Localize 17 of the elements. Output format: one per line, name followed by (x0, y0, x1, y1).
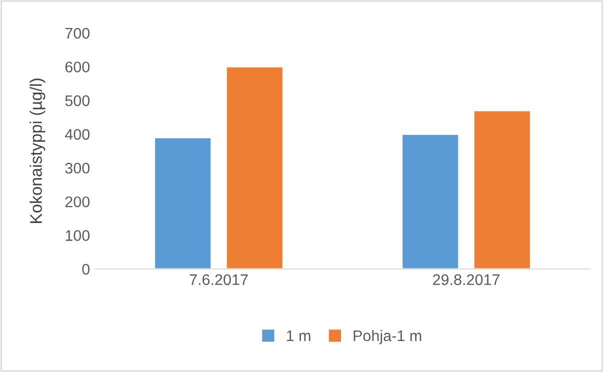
y-tick-label: 200 (65, 196, 90, 208)
y-tick-label: 700 (65, 28, 90, 39)
bar (225, 66, 284, 269)
y-tick-label: 0 (82, 264, 90, 275)
legend-label: 1 m (286, 330, 310, 342)
y-tick-label: 400 (65, 129, 90, 140)
y-tick-label: 600 (65, 62, 90, 72)
x-tick-label: 29.8.2017 (433, 274, 500, 286)
y-axis-title: Kokonaistyppi (µg/l) (30, 78, 46, 223)
bar (154, 136, 212, 269)
y-tick-label: 500 (65, 95, 90, 106)
bar (472, 110, 532, 269)
x-tick-label: 7.6.2017 (190, 274, 248, 286)
y-tick-label: 300 (65, 162, 90, 174)
legend-label: Pohja-1 m (354, 330, 422, 344)
y-tick-label: 100 (66, 230, 90, 241)
bar (401, 133, 460, 269)
